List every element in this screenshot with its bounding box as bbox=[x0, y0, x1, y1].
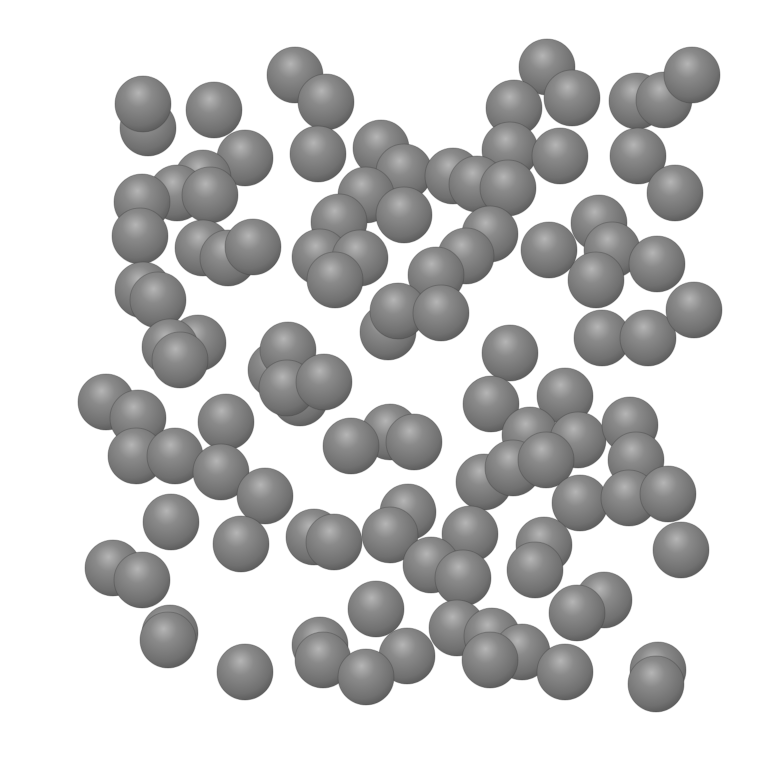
sphere bbox=[306, 251, 364, 309]
sphere bbox=[536, 643, 594, 701]
sphere bbox=[663, 46, 721, 104]
sphere bbox=[347, 580, 405, 638]
sphere bbox=[506, 541, 564, 599]
sphere bbox=[142, 493, 200, 551]
sphere bbox=[181, 166, 239, 224]
sphere bbox=[114, 75, 172, 133]
sphere bbox=[236, 467, 294, 525]
sphere bbox=[289, 125, 347, 183]
sphere bbox=[543, 69, 601, 127]
sphere bbox=[111, 207, 169, 265]
sphere bbox=[462, 375, 520, 433]
sphere bbox=[434, 549, 492, 607]
sphere bbox=[305, 513, 363, 571]
sphere bbox=[520, 221, 578, 279]
sphere bbox=[461, 631, 519, 689]
sphere bbox=[548, 584, 606, 642]
sphere bbox=[619, 309, 677, 367]
sphere bbox=[385, 413, 443, 471]
sphere bbox=[224, 218, 282, 276]
sphere-group bbox=[77, 38, 723, 713]
sphere bbox=[639, 465, 697, 523]
sphere bbox=[113, 551, 171, 609]
sphere bbox=[185, 81, 243, 139]
sphere bbox=[139, 611, 197, 669]
sphere bbox=[322, 417, 380, 475]
sphere bbox=[337, 648, 395, 706]
sphere bbox=[609, 127, 667, 185]
sphere bbox=[197, 393, 255, 451]
sphere bbox=[151, 331, 209, 389]
sphere bbox=[652, 521, 710, 579]
sphere bbox=[361, 506, 419, 564]
sphere bbox=[646, 164, 704, 222]
sphere bbox=[212, 515, 270, 573]
sphere bbox=[531, 127, 589, 185]
sphere bbox=[297, 73, 355, 131]
sphere bbox=[481, 324, 539, 382]
sphere bbox=[628, 235, 686, 293]
sphere bbox=[295, 353, 353, 411]
sphere bbox=[627, 655, 685, 713]
sphere bbox=[412, 284, 470, 342]
sphere bbox=[665, 281, 723, 339]
sphere bbox=[567, 251, 625, 309]
sphere bbox=[192, 443, 250, 501]
sphere bbox=[517, 431, 575, 489]
sphere bbox=[375, 186, 433, 244]
sphere bbox=[216, 643, 274, 701]
